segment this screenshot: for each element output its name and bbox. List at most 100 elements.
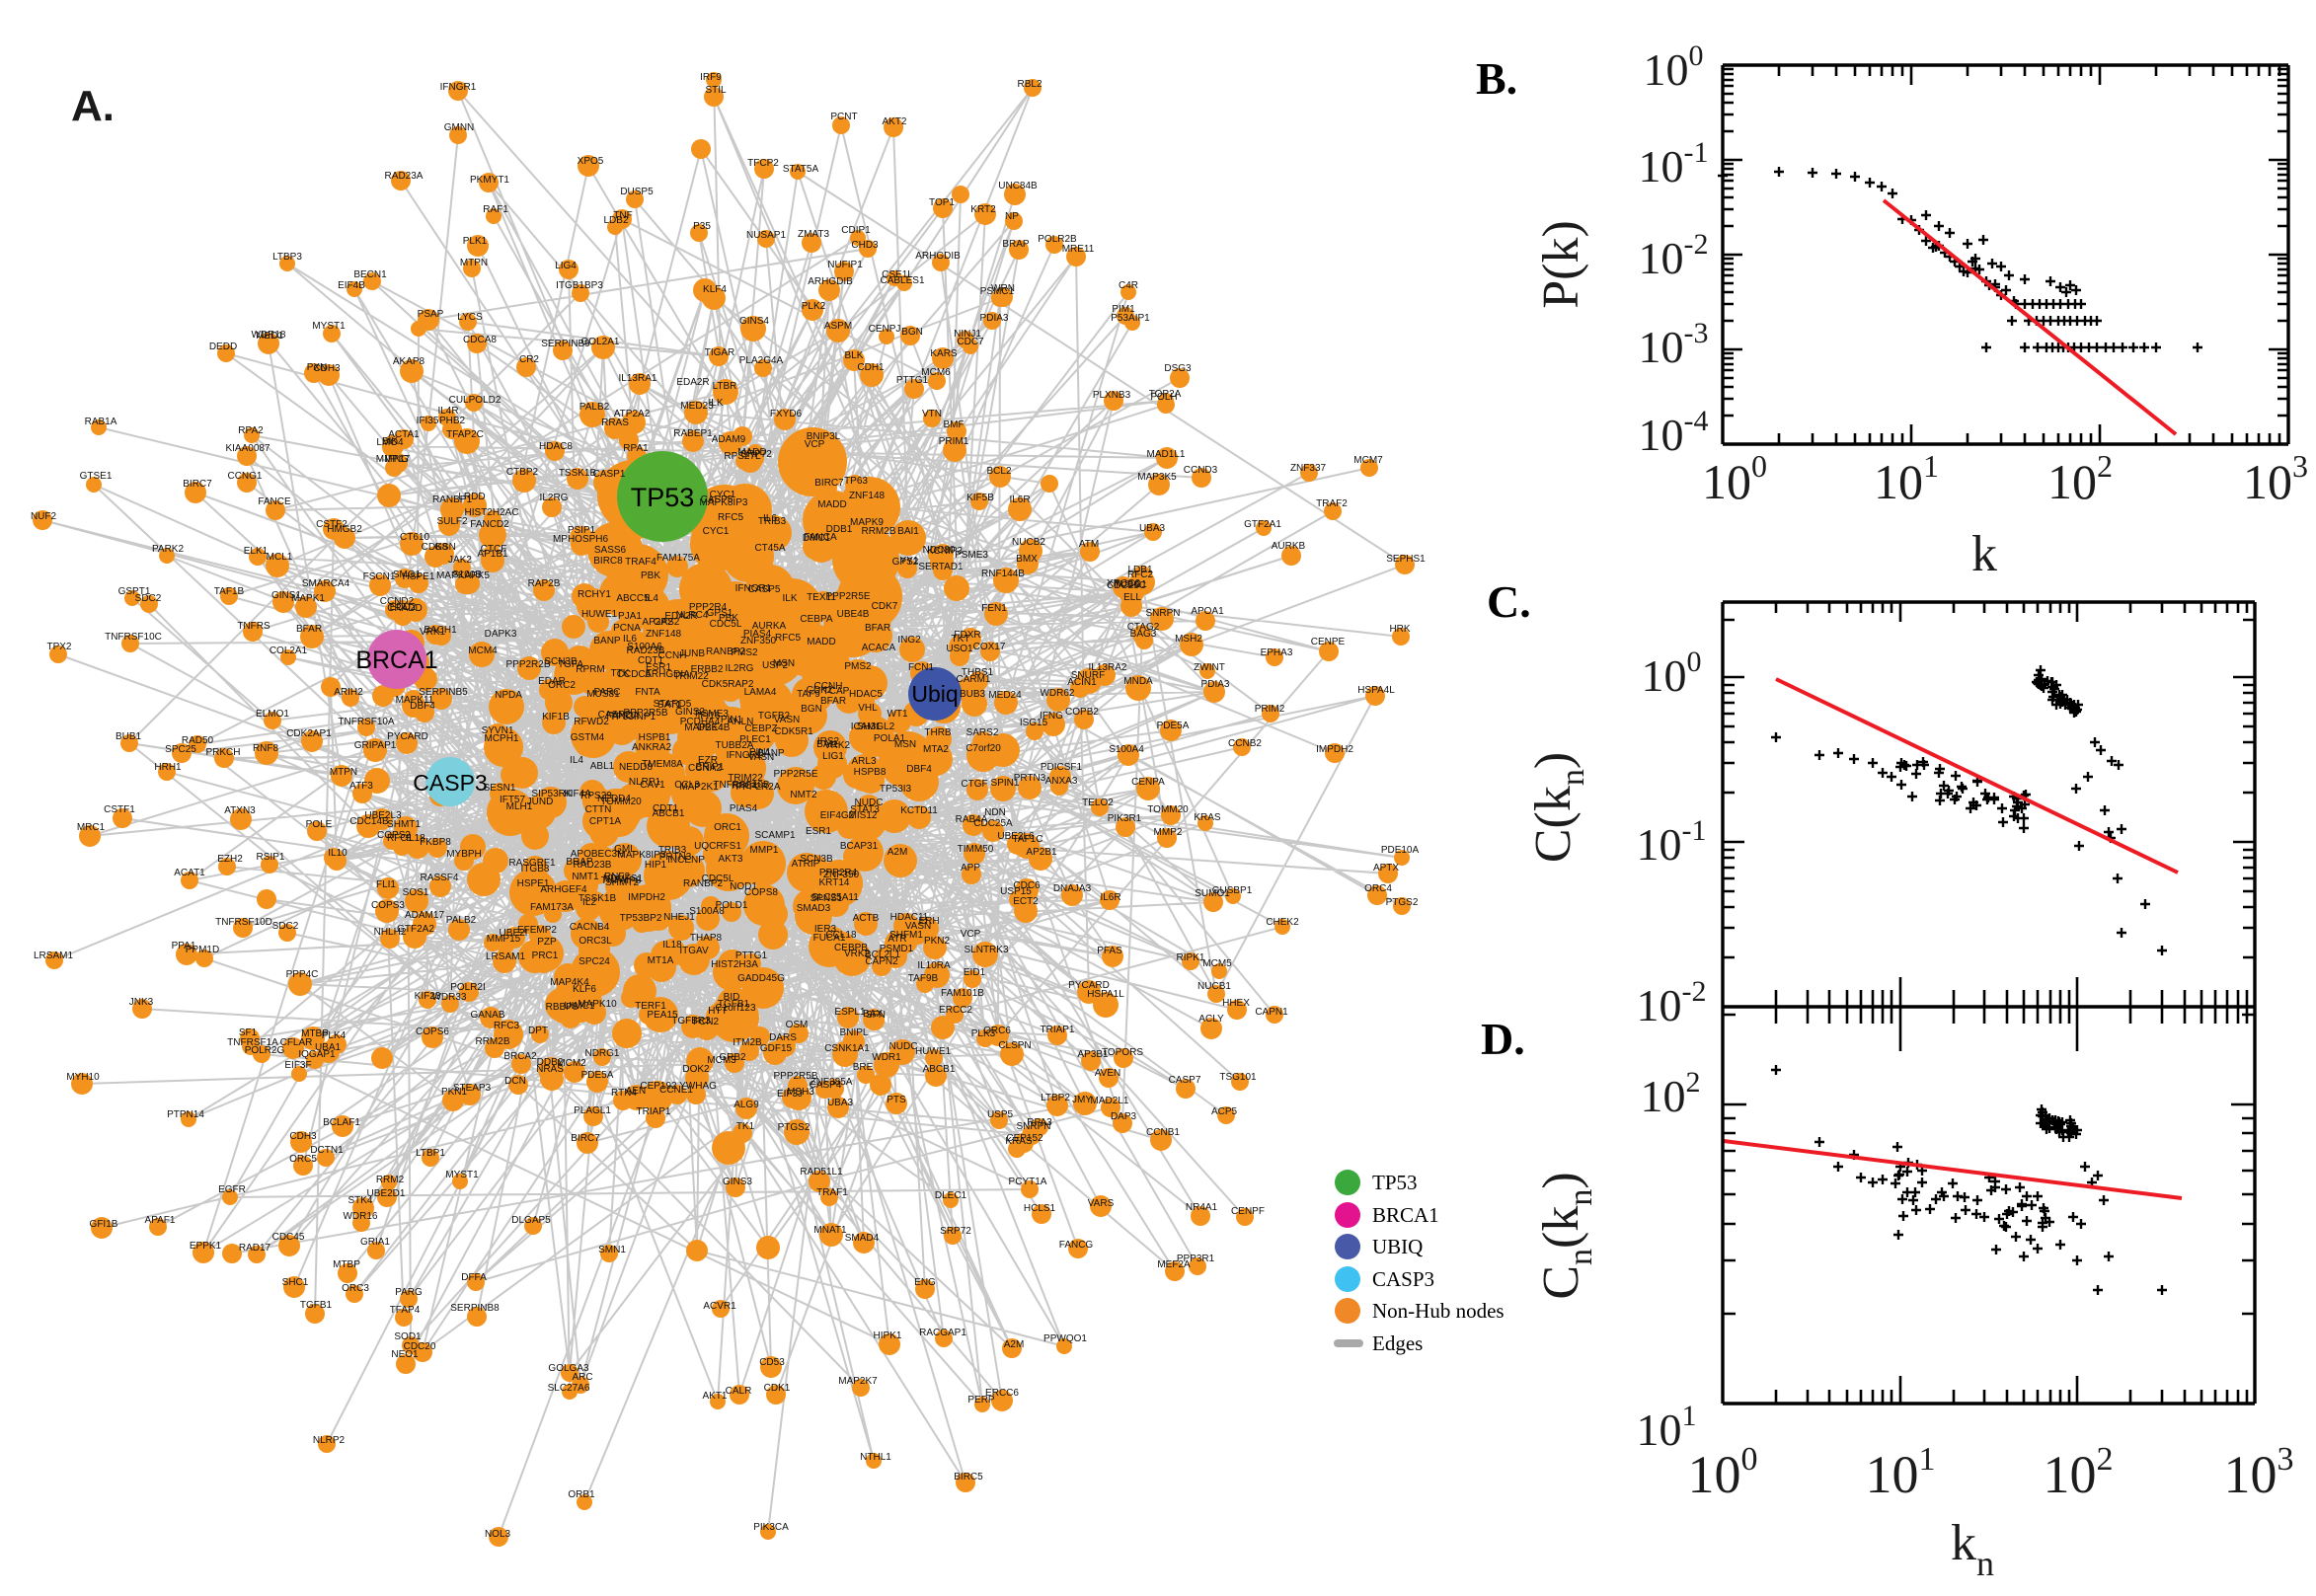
svg-text:WDR62: WDR62 bbox=[1040, 688, 1074, 699]
svg-text:COPS8: COPS8 bbox=[744, 887, 778, 898]
svg-text:APAF1: APAF1 bbox=[145, 1215, 176, 1226]
svg-text:HUWE1: HUWE1 bbox=[581, 609, 618, 620]
svg-text:GOL2A1: GOL2A1 bbox=[581, 337, 620, 347]
svg-text:LDB1: LDB1 bbox=[1127, 565, 1152, 575]
svg-text:FANCD2: FANCD2 bbox=[470, 519, 509, 530]
svg-text:RFC5: RFC5 bbox=[775, 633, 802, 644]
svg-text:BUB3: BUB3 bbox=[960, 689, 986, 700]
svg-text:SHMT1: SHMT1 bbox=[387, 819, 421, 830]
svg-text:IFNGR1: IFNGR1 bbox=[440, 82, 477, 93]
svg-text:SARS2: SARS2 bbox=[966, 727, 999, 738]
svg-text:VASN: VASN bbox=[748, 752, 775, 763]
svg-text:STK4: STK4 bbox=[347, 1195, 372, 1206]
svg-text:CDK5R1: CDK5R1 bbox=[774, 726, 813, 737]
svg-text:RACGAP1: RACGAP1 bbox=[919, 1328, 966, 1338]
svg-text:NUCB1: NUCB1 bbox=[1197, 981, 1231, 992]
svg-text:TFCP2: TFCP2 bbox=[747, 158, 779, 169]
svg-text:KCTD11: KCTD11 bbox=[900, 805, 938, 816]
svg-text:IL13RA2: IL13RA2 bbox=[1089, 662, 1127, 673]
svg-text:IRS2: IRS2 bbox=[817, 736, 840, 747]
svg-text:S100A6: S100A6 bbox=[627, 642, 662, 652]
svg-text:HSPE1: HSPE1 bbox=[517, 878, 550, 889]
svg-text:PLK4: PLK4 bbox=[322, 1030, 347, 1041]
svg-text:CASP3: CASP3 bbox=[1372, 1267, 1434, 1291]
svg-text:AP2B1: AP2B1 bbox=[1026, 847, 1057, 858]
svg-text:VRK1: VRK1 bbox=[420, 627, 446, 638]
svg-text:MAD2L1: MAD2L1 bbox=[1091, 1096, 1129, 1106]
svg-text:JUND: JUND bbox=[527, 797, 554, 807]
svg-text:SMG1: SMG1 bbox=[393, 570, 422, 580]
svg-text:IL4: IL4 bbox=[570, 755, 583, 766]
svg-text:XPO5: XPO5 bbox=[578, 156, 604, 167]
svg-text:ACVR1: ACVR1 bbox=[703, 1301, 736, 1312]
svg-text:RAB1A: RAB1A bbox=[85, 417, 117, 427]
svg-text:TPX2: TPX2 bbox=[46, 642, 71, 652]
svg-text:ARHGEF4: ARHGEF4 bbox=[540, 884, 587, 895]
svg-text:C4R: C4R bbox=[1119, 280, 1138, 291]
svg-text:PCDHA4: PCDHA4 bbox=[680, 717, 721, 727]
svg-text:POLA1: POLA1 bbox=[874, 733, 906, 744]
svg-text:UNC84B: UNC84B bbox=[998, 181, 1038, 191]
svg-text:AKT1: AKT1 bbox=[702, 1391, 727, 1402]
svg-text:TUBB2A: TUBB2A bbox=[716, 740, 754, 751]
svg-text:PPWQO1: PPWQO1 bbox=[1043, 1333, 1087, 1344]
svg-text:MCL1: MCL1 bbox=[267, 552, 293, 563]
svg-text:ORC3L: ORC3L bbox=[579, 936, 612, 947]
svg-text:MPHOSPH6: MPHOSPH6 bbox=[553, 534, 609, 545]
svg-text:KCNIP3: KCNIP3 bbox=[927, 546, 964, 557]
svg-text:SNRPN: SNRPN bbox=[1016, 1121, 1050, 1132]
svg-text:CDH3: CDH3 bbox=[289, 1131, 317, 1142]
svg-text:PYCARD: PYCARD bbox=[1068, 980, 1110, 991]
svg-text:SERPINB8: SERPINB8 bbox=[450, 1303, 500, 1314]
svg-text:IFNG: IFNG bbox=[385, 454, 409, 465]
svg-text:CCND2: CCND2 bbox=[380, 596, 415, 607]
svg-text:MT1A: MT1A bbox=[648, 955, 674, 966]
svg-text:LRSAM1: LRSAM1 bbox=[486, 951, 525, 962]
svg-text:MCM6: MCM6 bbox=[921, 367, 951, 378]
svg-text:EIF4B: EIF4B bbox=[338, 280, 365, 291]
svg-text:CD53: CD53 bbox=[759, 1357, 785, 1368]
svg-text:PLEC1: PLEC1 bbox=[739, 734, 771, 745]
svg-text:FANCE: FANCE bbox=[258, 496, 291, 507]
svg-text:CT610: CT610 bbox=[400, 532, 429, 543]
svg-text:RPRM: RPRM bbox=[576, 664, 604, 675]
svg-text:BIRC7: BIRC7 bbox=[814, 478, 844, 489]
svg-text:MMP2: MMP2 bbox=[1154, 827, 1183, 838]
svg-text:ISG15: ISG15 bbox=[1020, 718, 1048, 728]
svg-text:TK1: TK1 bbox=[736, 1121, 755, 1132]
svg-text:ECT2: ECT2 bbox=[1013, 896, 1039, 907]
svg-text:CASP4: CASP4 bbox=[810, 1080, 842, 1091]
svg-text:SCN3B: SCN3B bbox=[800, 854, 833, 865]
svg-text:BLK: BLK bbox=[845, 350, 864, 361]
svg-text:CTAG2: CTAG2 bbox=[1127, 622, 1160, 633]
svg-text:STAT3: STAT3 bbox=[850, 804, 880, 815]
svg-text:IL13RA1: IL13RA1 bbox=[619, 373, 657, 384]
svg-text:GPS2: GPS2 bbox=[654, 617, 680, 628]
svg-text:EDA2R: EDA2R bbox=[676, 377, 709, 388]
svg-text:NLRC4: NLRC4 bbox=[676, 610, 709, 621]
svg-text:ABCB1: ABCB1 bbox=[653, 808, 685, 819]
svg-text:ORB1: ORB1 bbox=[568, 1489, 595, 1500]
svg-text:LTBP1: LTBP1 bbox=[416, 1148, 445, 1159]
svg-text:KIAA0087: KIAA0087 bbox=[225, 443, 270, 454]
svg-text:SPC24: SPC24 bbox=[579, 956, 610, 967]
svg-text:HIPK1: HIPK1 bbox=[874, 1330, 902, 1341]
svg-text:EIF3J: EIF3J bbox=[777, 1089, 803, 1100]
svg-text:ORC5: ORC5 bbox=[289, 1154, 317, 1165]
svg-text:PRTN3: PRTN3 bbox=[1014, 773, 1046, 784]
svg-text:BID: BID bbox=[724, 992, 740, 1003]
svg-text:MEF2A: MEF2A bbox=[1157, 1259, 1191, 1270]
svg-text:TNF: TNF bbox=[613, 210, 632, 221]
svg-text:DLEC1: DLEC1 bbox=[935, 1190, 967, 1201]
svg-text:TNFRSF1A: TNFRSF1A bbox=[227, 1037, 278, 1048]
svg-text:PPP2R4: PPP2R4 bbox=[819, 868, 858, 878]
svg-text:JAK2: JAK2 bbox=[448, 555, 472, 566]
svg-text:CTTN: CTTN bbox=[585, 804, 612, 815]
svg-text:GINS4: GINS4 bbox=[739, 316, 769, 327]
svg-text:PARC: PARC bbox=[593, 687, 620, 698]
svg-text:PSAP: PSAP bbox=[418, 309, 444, 320]
svg-text:PIAS4: PIAS4 bbox=[730, 803, 758, 814]
svg-text:KIF23: KIF23 bbox=[415, 991, 441, 1002]
svg-text:AEN: AEN bbox=[626, 1086, 647, 1097]
svg-text:RFC1: RFC1 bbox=[387, 833, 414, 844]
